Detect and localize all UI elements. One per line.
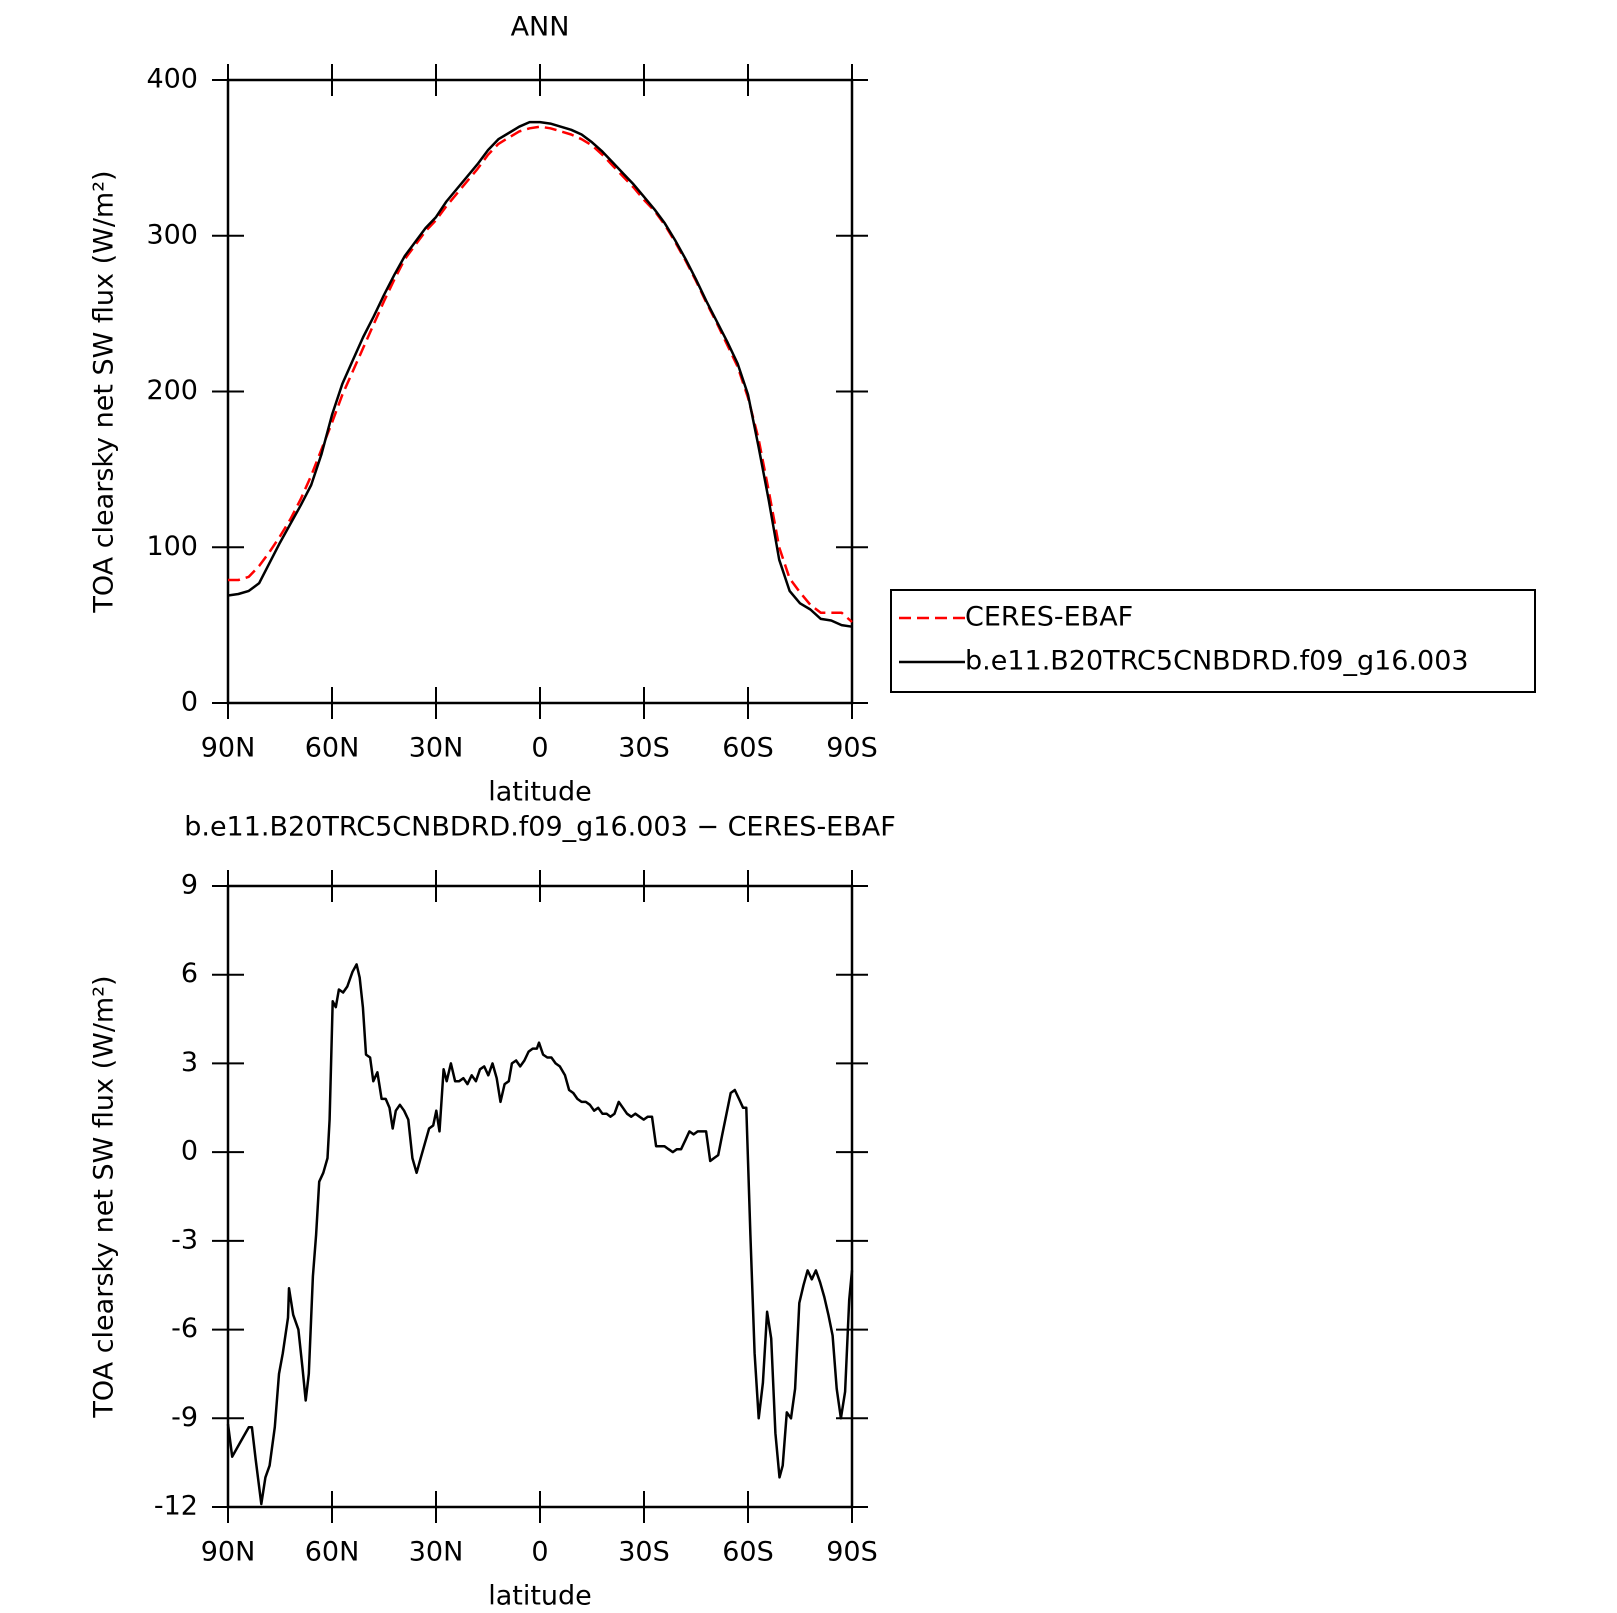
- x-tick-label: 60N: [305, 733, 360, 764]
- y-axis-label: TOA clearsky net SW flux (W/m²): [89, 975, 120, 1418]
- y-tick-label: -3: [171, 1224, 198, 1255]
- legend-label: CERES-EBAF: [965, 602, 1133, 633]
- x-tick-label: 60N: [305, 1537, 360, 1568]
- y-tick-label: -9: [171, 1402, 198, 1433]
- y-tick-label: 400: [146, 64, 198, 95]
- x-tick-label: 0: [531, 733, 548, 764]
- x-tick-label: 60S: [722, 1537, 774, 1568]
- legend: CERES-EBAF b.e11.B20TRC5CNBDRD.f09_g16.00…: [890, 589, 1536, 693]
- y-tick-label: 9: [181, 870, 198, 901]
- y-tick-label: 0: [181, 1136, 198, 1167]
- x-axis-label: latitude: [488, 777, 592, 808]
- plot: ANN latitude TOA clearsky net SW flux (W/m…: [89, 12, 1536, 808]
- data-line: [228, 125, 853, 623]
- x-tick-label: 90N: [201, 733, 256, 764]
- y-tick-label: 6: [181, 958, 198, 989]
- y-tick-label: -12: [154, 1491, 198, 1522]
- x-tick-label: 90S: [826, 733, 878, 764]
- x-tick-label: 90N: [201, 1537, 256, 1568]
- data-line: [226, 963, 854, 1506]
- x-tick-label: 30S: [618, 1537, 670, 1568]
- x-axis-label: latitude: [488, 1581, 592, 1612]
- data-line: [227, 120, 853, 628]
- legend-label: b.e11.B20TRC5CNBDRD.f09_g16.003: [965, 646, 1469, 677]
- axes: -12 -9 -6 -3 0 3 6 9 90N 60N 30N 0 30S 60S 90S: [154, 870, 878, 1568]
- y-axis-label: TOA clearsky net SW flux (W/m²): [89, 170, 120, 613]
- y-tick-label: -6: [171, 1313, 198, 1344]
- x-tick-label: 0: [531, 1537, 548, 1568]
- x-tick-label: 30S: [618, 733, 670, 764]
- y-tick-label: 300: [146, 219, 198, 250]
- axes: 0 100 200 300 400 90N 60N 30N 0 30S 60S 90S: [146, 64, 877, 764]
- chart-title: ANN: [511, 12, 570, 43]
- x-tick-label: 30N: [409, 1537, 464, 1568]
- y-tick-label: 200: [146, 375, 198, 406]
- x-tick-label: 60S: [722, 733, 774, 764]
- plot: b.e11.B20TRC5CNBDRD.f09_g16.003 − CERES-…: [89, 812, 896, 1612]
- y-tick-label: 3: [181, 1047, 198, 1078]
- plot-frame: [226, 78, 854, 705]
- y-tick-label: 100: [146, 531, 198, 562]
- x-tick-label: 90S: [826, 1537, 878, 1568]
- chart-title: b.e11.B20TRC5CNBDRD.f09_g16.003 − CERES-…: [184, 812, 896, 843]
- x-tick-label: 30N: [409, 733, 464, 764]
- legend-box: [890, 589, 1536, 693]
- y-tick-label: 0: [181, 687, 198, 718]
